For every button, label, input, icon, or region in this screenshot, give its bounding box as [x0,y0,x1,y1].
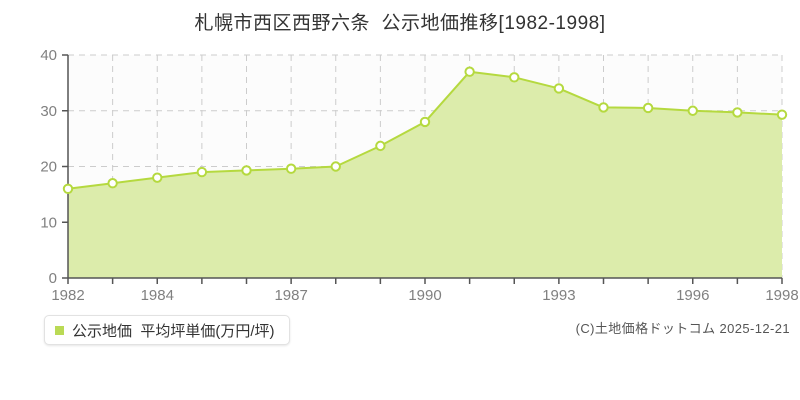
data-point-marker [419,116,431,128]
x-tick-label: 1987 [274,287,307,304]
legend-swatch-icon [55,325,64,335]
x-tick-label: 1996 [676,287,709,304]
x-tick-label: 1982 [51,287,84,304]
x-tick-label: 1984 [141,287,174,304]
y-tick-label: 20 [40,159,57,176]
data-point-marker [62,183,74,195]
data-point-marker [152,172,163,183]
data-point-marker [776,109,788,120]
data-point-marker [642,102,654,114]
y-tick-label: 30 [40,103,57,120]
data-point-marker [598,102,609,113]
page-title: 札幌市西区西野六条 公示地価推移[1982-1998] [194,13,606,34]
data-point-markers [62,66,788,195]
data-point-marker [241,165,252,176]
legend-item-label: 公示地価 平均坪単価(万円/坪) [72,322,275,340]
data-point-marker [330,161,341,172]
data-point-marker [464,66,475,77]
x-axis-tick-labels: 1982 1984 1987 1990 1993 1996 1998 [51,287,798,304]
y-tick-label: 10 [40,214,57,231]
chart-legend: 公示地価 平均坪単価(万円/坪) [44,315,290,345]
y-tick-label: 40 [40,47,57,64]
data-point-marker [285,163,297,174]
copyright-text: (C)土地価格ドットコム 2025-12-21 [575,321,790,336]
y-tick-label: 0 [49,270,57,287]
data-point-marker [107,178,118,189]
data-point-marker [687,105,698,116]
x-tick-label: 1993 [542,287,575,304]
data-point-marker [732,107,743,118]
x-tick-label: 1998 [765,287,798,304]
data-point-marker [375,140,386,152]
x-tick-label: 1990 [408,287,441,304]
area-fill [68,71,782,278]
axis-ticks [62,54,783,284]
data-point-marker [509,72,520,83]
y-axis-tick-labels: 0 10 20 30 40 [40,47,57,287]
data-point-marker [196,166,208,178]
data-point-marker [553,83,565,94]
